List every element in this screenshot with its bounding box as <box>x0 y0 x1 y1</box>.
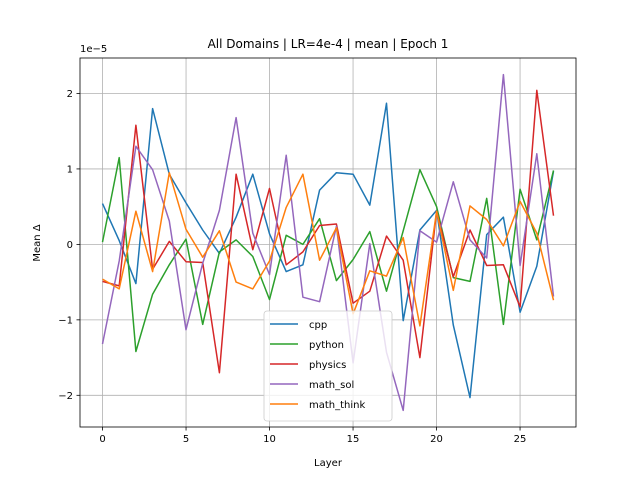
legend-label: math_think <box>309 400 366 411</box>
legend: cpp python physics math_sol math_think <box>263 310 393 422</box>
x-tick-label: 10 <box>263 434 276 445</box>
x-tick-label: 20 <box>430 434 443 445</box>
y-tick-label: 1 <box>67 164 73 175</box>
legend-label: math_sol <box>309 380 354 391</box>
legend-label: python <box>309 340 344 351</box>
x-tick-label: 25 <box>514 434 527 445</box>
y-axis-ticks: −2 −1 0 1 2 <box>58 89 80 402</box>
x-tick-label: 5 <box>183 434 189 445</box>
y-tick-label: 2 <box>67 89 73 100</box>
y-tick-label: −2 <box>58 391 73 402</box>
x-axis-label: Layer <box>314 458 343 469</box>
series-line-math-sol <box>101 73 555 412</box>
series-line-cpp <box>101 102 555 399</box>
chart-title: All Domains | LR=4e-4 | mean | Epoch 1 <box>208 37 449 51</box>
series-lines <box>101 73 555 412</box>
legend-box <box>263 310 393 422</box>
legend-label: cpp <box>309 320 327 331</box>
y-axis-label: Mean Δ <box>32 224 43 261</box>
series-line-physics <box>102 89 555 374</box>
x-tick-label: 15 <box>347 434 360 445</box>
y-axis-offset-text: 1e−5 <box>80 44 107 55</box>
y-tick-label: 0 <box>67 240 73 251</box>
series-line-math-think <box>102 171 555 327</box>
y-tick-label: −1 <box>58 315 73 326</box>
x-axis-ticks: 0 5 10 15 20 25 <box>99 427 526 445</box>
plot-frame <box>79 57 577 428</box>
x-tick-label: 0 <box>99 434 105 445</box>
legend-label: physics <box>309 360 346 371</box>
